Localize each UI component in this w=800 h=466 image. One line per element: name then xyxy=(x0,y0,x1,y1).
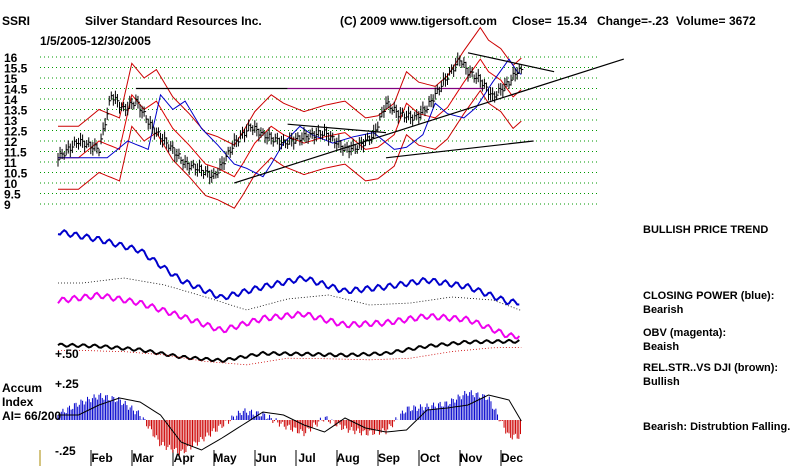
y-tick-label: 9.5 xyxy=(4,188,21,202)
relstr-value: Bullish xyxy=(643,376,680,388)
support-line xyxy=(385,140,534,159)
accum-note: Bearish: Distrubtion Falling. xyxy=(643,421,790,433)
uptrend-line xyxy=(234,58,624,184)
x-tick-label: Nov xyxy=(460,451,483,465)
relstr-ma xyxy=(58,347,522,366)
obv-line xyxy=(57,291,521,340)
y-tick-label: 14 xyxy=(4,93,18,107)
y-tick-label: 11.5 xyxy=(4,146,27,160)
x-tick-label: Dec xyxy=(501,451,523,465)
month-axis-ticks: Feb Mar Apr May Jun Jul Aug Sep Oct Nov Dec xyxy=(39,450,523,466)
indicator-lines xyxy=(57,229,522,366)
y-tick-label: 11 xyxy=(4,156,17,170)
company-name: Silver Standard Resources Inc. xyxy=(85,14,262,28)
label-plus25: +.25 xyxy=(55,377,79,391)
y-tick-label: 10 xyxy=(4,177,18,191)
x-tick-label: Mar xyxy=(132,451,154,465)
date-range: 1/5/2005-12/30/2005 xyxy=(40,34,151,48)
lower-band xyxy=(58,89,522,209)
y-tick-label: 13.5 xyxy=(4,104,28,118)
wedge-top xyxy=(467,52,555,73)
closing-power-title: CLOSING POWER (blue): xyxy=(643,290,774,302)
obv-value: Beaish xyxy=(643,341,679,353)
accum-label-2: Index xyxy=(2,395,34,409)
closing-power-value: Bearish xyxy=(643,304,684,316)
indicator-ma xyxy=(58,277,522,311)
label-plus50: +.50 xyxy=(55,347,79,361)
x-tick-label: Sep xyxy=(378,451,400,465)
x-tick-label: May xyxy=(213,451,237,465)
change-label: Change= xyxy=(597,14,648,28)
y-tick-label: 14.5 xyxy=(4,83,28,97)
ticker: SSRI xyxy=(2,14,30,28)
x-tick-label: Feb xyxy=(91,451,112,465)
trendlines xyxy=(135,52,624,184)
accum-ma xyxy=(58,394,522,451)
price-bands xyxy=(58,26,522,209)
ai-value: AI= 66/200 xyxy=(2,409,61,423)
closing-power-line xyxy=(57,229,520,306)
close-label: Close= xyxy=(512,14,552,28)
trend-label: BULLISH PRICE TREND xyxy=(643,224,768,236)
y-tick-label: 15.5 xyxy=(4,62,28,76)
copyright: (C) 2009 www.tigersoft.com xyxy=(340,14,497,28)
label-minus25: -.25 xyxy=(55,444,76,458)
relstr-title: REL.STR..VS DJI (brown): xyxy=(643,362,778,374)
obv-title: OBV (magenta): xyxy=(643,327,726,339)
volume-label: Volume= xyxy=(676,14,725,28)
y-tick-label: 15 xyxy=(4,72,18,86)
accum-index-histogram xyxy=(57,390,522,456)
accum-label-1: Accum xyxy=(2,381,42,395)
ma-50 xyxy=(58,58,522,178)
x-tick-label: Aug xyxy=(336,451,359,465)
relstr-line xyxy=(57,338,520,363)
y-tick-label: 12 xyxy=(4,135,18,149)
triangle-top xyxy=(287,123,387,134)
volume-value: 3672 xyxy=(729,14,756,28)
y-tick-label: 12.5 xyxy=(4,125,28,139)
x-tick-label: Oct xyxy=(420,451,440,465)
y-tick-label: 16 xyxy=(4,51,18,65)
ma-21 xyxy=(58,58,522,178)
close-value: 15.34 xyxy=(557,14,587,28)
y-tick-label: 10.5 xyxy=(4,167,28,181)
change-value: -.23 xyxy=(648,14,669,28)
y-tick-label: 13 xyxy=(4,114,18,128)
x-tick-label: Jul xyxy=(298,451,315,465)
y-tick-label: 9 xyxy=(4,198,11,212)
x-tick-label: Jun xyxy=(255,451,276,465)
price-bars xyxy=(57,52,524,185)
price-axis-ticks: 99.51010.51111.51212.51313.51414.51515.5… xyxy=(4,51,28,212)
